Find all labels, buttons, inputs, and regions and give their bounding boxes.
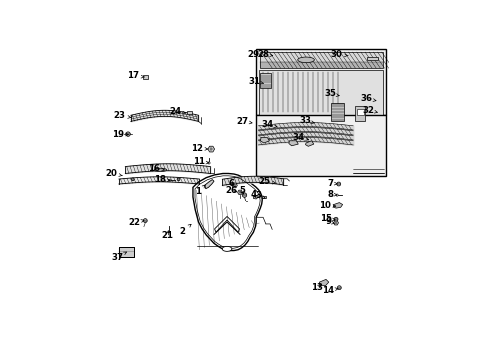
Ellipse shape bbox=[222, 246, 231, 251]
Polygon shape bbox=[231, 183, 237, 188]
Text: 2: 2 bbox=[179, 224, 191, 236]
Ellipse shape bbox=[336, 182, 340, 186]
Ellipse shape bbox=[154, 168, 166, 172]
Ellipse shape bbox=[297, 57, 314, 63]
Bar bbox=[259, 70, 382, 115]
Bar bbox=[356, 109, 363, 115]
Polygon shape bbox=[193, 174, 262, 251]
Text: 24: 24 bbox=[169, 107, 185, 116]
Text: 37: 37 bbox=[111, 252, 126, 262]
Polygon shape bbox=[332, 203, 342, 208]
Text: 27: 27 bbox=[236, 117, 251, 126]
Text: 11: 11 bbox=[192, 157, 208, 166]
Text: 1: 1 bbox=[195, 185, 205, 196]
Text: 33: 33 bbox=[299, 116, 314, 125]
Polygon shape bbox=[319, 279, 328, 286]
Ellipse shape bbox=[143, 219, 147, 222]
Text: 13: 13 bbox=[310, 283, 323, 292]
Text: 30: 30 bbox=[330, 50, 347, 59]
Ellipse shape bbox=[125, 132, 130, 136]
Text: 19: 19 bbox=[111, 130, 128, 139]
Bar bbox=[260, 73, 271, 87]
Ellipse shape bbox=[207, 162, 210, 164]
Polygon shape bbox=[204, 180, 214, 189]
Text: 4: 4 bbox=[250, 190, 256, 199]
Text: 3: 3 bbox=[255, 191, 264, 200]
Text: 28: 28 bbox=[257, 50, 272, 59]
Text: 31: 31 bbox=[248, 77, 263, 86]
Polygon shape bbox=[288, 141, 298, 146]
Bar bbox=[255, 115, 385, 176]
Text: 34: 34 bbox=[261, 121, 276, 130]
Text: 5: 5 bbox=[239, 186, 245, 195]
Ellipse shape bbox=[168, 179, 170, 181]
Ellipse shape bbox=[177, 178, 180, 181]
Text: 8: 8 bbox=[327, 190, 336, 199]
Text: 17: 17 bbox=[127, 71, 144, 80]
Text: 23: 23 bbox=[113, 111, 131, 120]
Bar bbox=[330, 103, 344, 121]
Text: 32: 32 bbox=[361, 106, 377, 115]
Text: 25: 25 bbox=[258, 177, 276, 186]
Text: 6: 6 bbox=[228, 179, 234, 188]
Text: 16: 16 bbox=[148, 164, 164, 173]
Ellipse shape bbox=[167, 231, 170, 233]
Text: 15: 15 bbox=[319, 214, 335, 223]
Bar bbox=[142, 75, 147, 79]
Text: 36: 36 bbox=[360, 94, 375, 103]
Text: 18: 18 bbox=[154, 175, 170, 184]
Text: 21: 21 bbox=[161, 230, 173, 239]
Ellipse shape bbox=[131, 178, 134, 181]
Polygon shape bbox=[333, 221, 338, 225]
Text: 34: 34 bbox=[292, 133, 308, 142]
Text: 35: 35 bbox=[324, 89, 339, 98]
Text: 26: 26 bbox=[225, 186, 237, 195]
Ellipse shape bbox=[242, 193, 246, 197]
Ellipse shape bbox=[333, 217, 337, 221]
Text: 7: 7 bbox=[327, 179, 337, 188]
Text: 20: 20 bbox=[105, 169, 122, 178]
Bar bbox=[355, 107, 365, 121]
Ellipse shape bbox=[335, 194, 338, 196]
Bar bbox=[366, 57, 377, 60]
Text: 29: 29 bbox=[246, 50, 261, 59]
Polygon shape bbox=[260, 138, 269, 143]
Polygon shape bbox=[253, 195, 258, 199]
Text: 12: 12 bbox=[191, 144, 207, 153]
Bar bbox=[259, 52, 382, 68]
Text: 10: 10 bbox=[319, 201, 335, 210]
Bar bbox=[119, 247, 134, 257]
Ellipse shape bbox=[337, 286, 341, 290]
Bar bbox=[187, 111, 192, 114]
Bar bbox=[119, 247, 134, 257]
Text: 22: 22 bbox=[128, 218, 143, 227]
Polygon shape bbox=[207, 146, 214, 152]
Polygon shape bbox=[237, 190, 242, 194]
Bar bbox=[255, 49, 385, 115]
Text: 9: 9 bbox=[325, 217, 334, 226]
Bar bbox=[261, 196, 265, 198]
Text: 14: 14 bbox=[321, 286, 337, 295]
Polygon shape bbox=[305, 141, 313, 146]
